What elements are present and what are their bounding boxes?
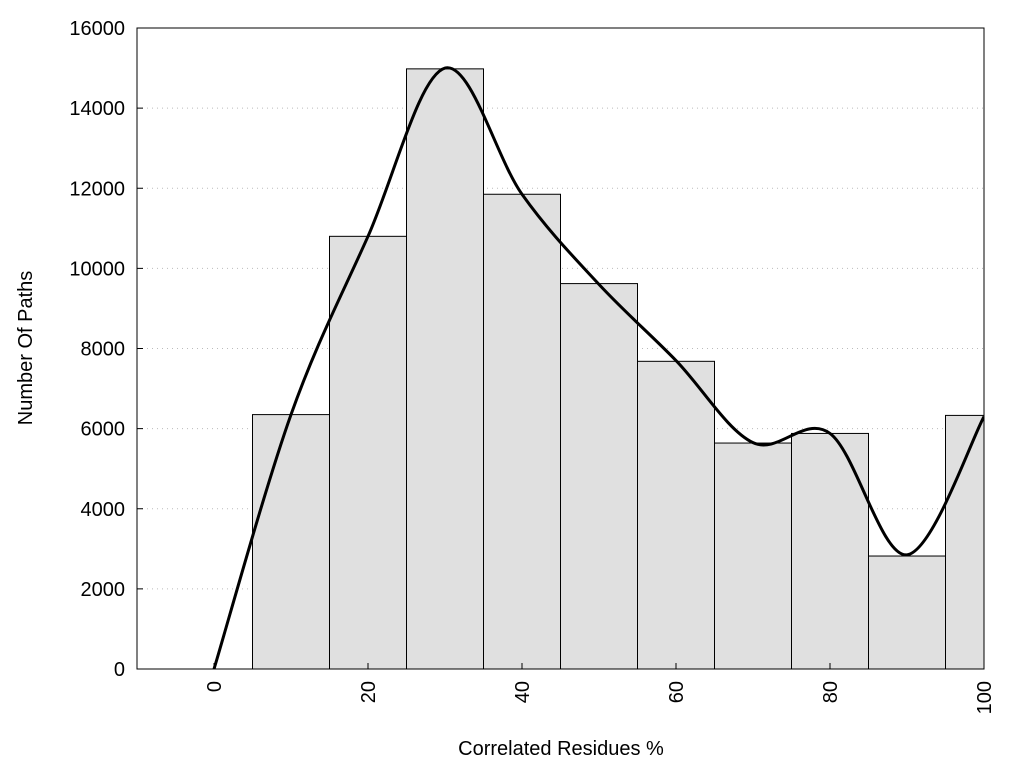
bar [714,442,792,669]
y-tick-label: 8000 [81,339,126,361]
y-tick-label: 12000 [69,178,125,200]
y-tick-label: 4000 [81,499,126,521]
bar [791,432,869,669]
x-tick-label: 40 [512,681,534,703]
x-axis-label: Correlated Residues % [458,738,664,760]
x-tick-label: 80 [820,681,842,703]
y-tick-label: 14000 [69,98,125,120]
bar [406,68,484,669]
bar [637,360,715,669]
trend-line [212,66,984,669]
x-tick-label: 0 [204,681,226,692]
y-tick-label: 2000 [81,579,126,601]
bar [252,414,330,669]
bar [868,555,946,669]
x-tick-label: 60 [666,681,688,703]
bar [560,283,638,669]
bar [329,235,407,669]
bar [483,193,561,669]
y-tick-label: 10000 [69,258,125,280]
y-tick-label: 16000 [69,18,125,40]
x-tick-label: 20 [358,681,380,703]
y-tick-label: 6000 [81,419,126,441]
y-axis-label: Number Of Paths [15,271,37,426]
x-tick-label: 100 [974,681,996,714]
y-tick-label: 0 [114,659,125,681]
